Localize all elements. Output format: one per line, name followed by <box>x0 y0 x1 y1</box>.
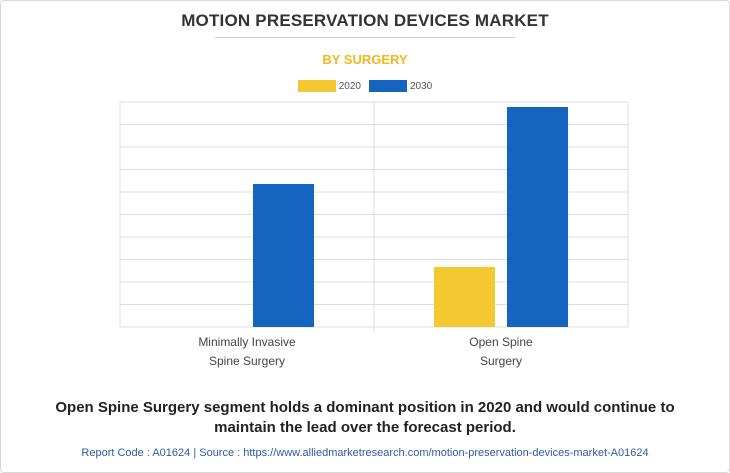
bar-2030-2 <box>507 107 568 327</box>
legend-item-2020: 2020 <box>297 80 361 92</box>
chart-title: MOTION PRESERVATION DEVICES MARKET <box>181 11 549 30</box>
category-label: Surgery <box>480 354 522 368</box>
footer-summary-line-1: Open Spine Surgery segment holds a domin… <box>55 399 675 416</box>
legend-swatch-2020 <box>297 80 336 92</box>
category-label: Open Spine <box>469 335 533 349</box>
legend-swatch-2030 <box>369 80 407 92</box>
report-source-line: Report Code : A01624 | Source : https://… <box>0 447 730 459</box>
bar-chart: Minimally Invasive Spine Surgery Open Spin… <box>119 101 629 368</box>
report-separator: | <box>193 447 197 459</box>
chart-subtitle: BY SURGERY <box>322 52 408 67</box>
footer-summary: Open Spine Surgery segment holds a domin… <box>20 398 710 438</box>
report-code: Report Code : A01624 <box>81 447 191 459</box>
legend: 2020 2030 <box>0 80 730 92</box>
legend-item-2030: 2030 <box>369 80 432 92</box>
title-divider <box>215 37 515 38</box>
source-link[interactable]: Source : https://www.alliedmarketresearc… <box>199 447 649 459</box>
bar-2030-1 <box>253 184 314 327</box>
footer-summary-line-2: maintain the lead over the forecast peri… <box>214 419 516 436</box>
category-label: Minimally Invasive <box>198 335 296 349</box>
category-label: Spine Surgery <box>209 354 285 368</box>
legend-label-2020: 2020 <box>338 80 361 92</box>
legend-label-2030: 2030 <box>410 80 433 92</box>
bar-2020-2 <box>434 267 495 327</box>
